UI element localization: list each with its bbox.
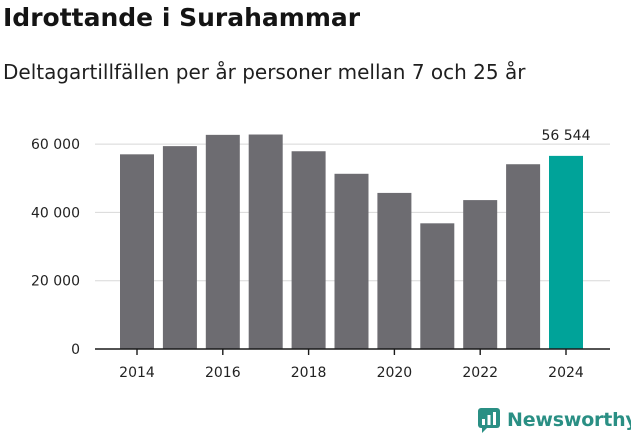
bar-2022 — [463, 200, 498, 349]
brand-name: Newsworthy — [507, 409, 631, 431]
bar-chart: 0 20 000 40 000 60 000 2014 2016 2018 2020 2022… — [31, 128, 610, 381]
chart-subtitle: Deltagartillfällen per år personer mella… — [3, 60, 526, 84]
x-tick-label: 2018 — [291, 365, 327, 381]
bar-2018 — [291, 151, 326, 349]
y-tick-label: 0 — [71, 342, 80, 358]
bar-2016 — [205, 134, 240, 349]
data-label-2024: 56 544 — [542, 128, 591, 144]
x-tick-label: 2024 — [548, 365, 584, 381]
y-tick-label: 20 000 — [31, 274, 80, 290]
bar-2020 — [377, 192, 412, 349]
chart-title: Idrottande i Surahammar — [3, 3, 361, 32]
x-tick-label: 2016 — [205, 365, 241, 381]
x-tick-label: 2020 — [377, 365, 413, 381]
bar-2015 — [162, 146, 197, 349]
x-tick-label: 2022 — [462, 365, 498, 381]
bar-2023 — [506, 164, 541, 349]
data-labels: 56 544 — [542, 128, 591, 144]
bar-2019 — [334, 173, 369, 349]
y-tick-label: 60 000 — [31, 137, 80, 153]
bar-2021 — [420, 223, 455, 349]
newsworthy-logo: Newsworthy — [477, 407, 631, 433]
x-tick-label: 2014 — [119, 365, 155, 381]
y-axis-ticks: 0 20 000 40 000 60 000 — [31, 137, 80, 358]
x-axis-ticks: 2014 2016 2018 2020 2022 2024 — [119, 349, 584, 381]
bar-chart-logo-icon — [478, 408, 500, 433]
bar-2024 — [549, 155, 583, 349]
bar-2014 — [120, 154, 154, 349]
y-tick-label: 40 000 — [31, 205, 80, 221]
bars — [95, 134, 610, 350]
bar-2017 — [248, 134, 283, 349]
